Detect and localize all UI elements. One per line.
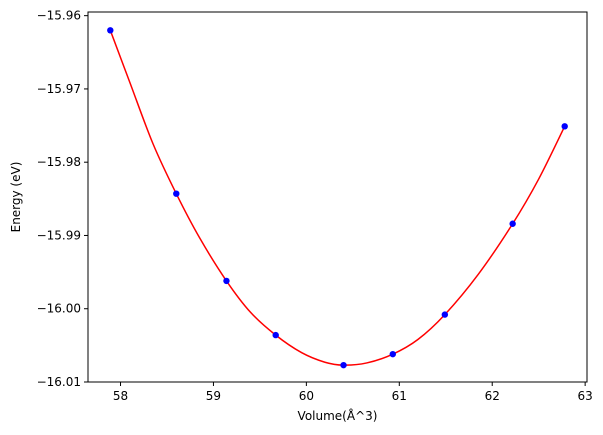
data-point	[389, 350, 396, 358]
x-axis-title: Volume(Å^3)	[298, 408, 378, 423]
data-point	[509, 220, 516, 227]
y-tick-label: −15.99	[37, 228, 81, 242]
x-tick-label: 60	[299, 389, 314, 403]
x-tick-label: 63	[578, 389, 593, 403]
y-axis-ticks: −15.96 −15.97 −15.98 −15.99 −16.00 −16.01	[37, 9, 88, 389]
data-point	[272, 331, 279, 339]
x-tick-label: 58	[113, 389, 128, 403]
x-tick-label: 61	[392, 389, 407, 403]
data-point	[107, 27, 114, 34]
data-point	[441, 311, 449, 318]
x-axis-ticks: 58 59 60 61 62 63	[113, 382, 593, 403]
y-tick-label: −15.97	[37, 82, 81, 96]
axes	[87, 11, 588, 383]
y-tick-label: −15.98	[37, 155, 81, 169]
y-tick-label: −16.00	[37, 302, 81, 316]
x-tick-label: 59	[206, 389, 221, 403]
y-tick-label: −16.01	[37, 375, 81, 389]
data-point	[340, 361, 347, 369]
data-points-layer	[107, 27, 568, 369]
y-tick-label: −15.96	[37, 9, 81, 23]
x-tick-label: 62	[485, 389, 500, 403]
data-point	[173, 190, 180, 197]
data-point	[561, 123, 568, 130]
fit-curve-line	[109, 30, 566, 366]
fit-curve-layer	[109, 30, 566, 366]
y-axis-title: Energy (eV)	[9, 162, 23, 233]
data-point	[223, 277, 230, 285]
plot-frame	[87, 11, 588, 383]
